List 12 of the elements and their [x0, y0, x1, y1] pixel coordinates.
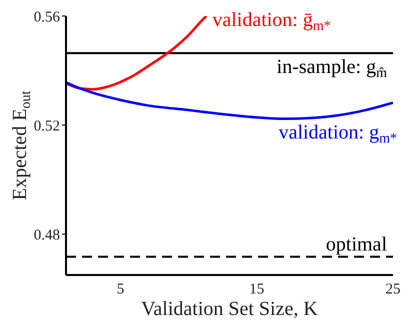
- x-tick-label: 25: [386, 282, 400, 298]
- line-series: [66, 81, 393, 120]
- y-tick-label: 0.56: [34, 9, 60, 26]
- y-tick-label: 0.48: [34, 227, 60, 244]
- ref-line-label: in-sample: g$_{m̂}$: [276, 56, 388, 82]
- x-tick-label: 15: [249, 282, 264, 298]
- y-tick-label: 0.52: [34, 118, 60, 134]
- x-tick-label: 5: [116, 282, 124, 298]
- series-label: validation: ḡ$_{m*}$: [212, 9, 331, 34]
- series-label: validation: g$_{m*}$: [278, 122, 397, 147]
- ref-line-label: optimal: [326, 234, 388, 256]
- x-axis-title: Validation Set Size, K: [141, 298, 318, 320]
